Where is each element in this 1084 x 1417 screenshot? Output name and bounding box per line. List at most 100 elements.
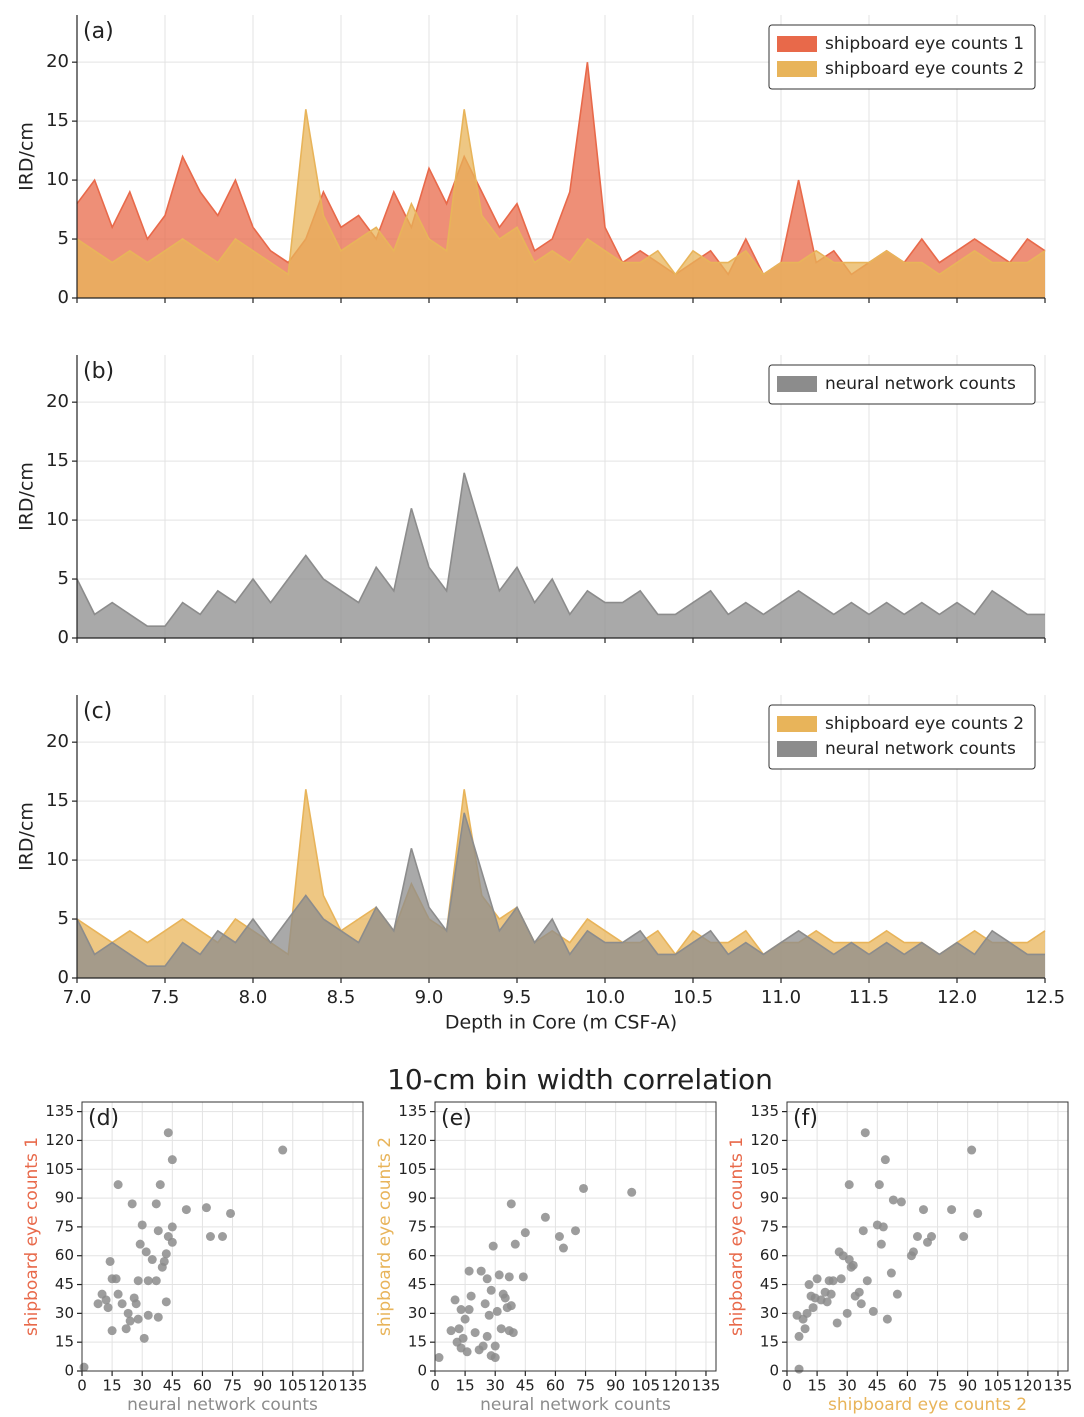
scatter-point	[540, 1212, 550, 1222]
scatter-point	[856, 1299, 866, 1309]
legend: shipboard eye counts 1 shipboard eye coun…	[768, 24, 1036, 90]
panel-label: (b)	[83, 359, 114, 384]
y-tick-label: 10	[46, 509, 69, 530]
scatter-point	[123, 1308, 133, 1318]
scatter-point	[462, 1347, 472, 1357]
legend-label: shipboard eye counts 2	[825, 714, 1024, 734]
y-tick-label: 60	[760, 1246, 779, 1264]
scatter-point	[927, 1232, 937, 1241]
legend-swatch	[777, 61, 817, 77]
x-tick-label: 15	[808, 1377, 827, 1395]
legend-swatch	[777, 376, 817, 392]
x-axis-label: shipboard eye counts 2	[828, 1395, 1027, 1415]
scatter-point	[804, 1280, 814, 1290]
scatter-point	[510, 1239, 520, 1249]
scatter-point	[139, 1333, 149, 1343]
scatter-point	[506, 1301, 516, 1311]
y-tick-label: 45	[760, 1275, 779, 1293]
y-tick-label: 135	[45, 1102, 74, 1120]
scatter-point	[482, 1274, 492, 1284]
x-axis-label: neural network counts	[480, 1395, 671, 1415]
scatter-point	[874, 1180, 884, 1190]
panel-label: (f)	[793, 1106, 818, 1131]
x-tick-label: 90	[958, 1377, 977, 1395]
x-tick-label: 45	[516, 1377, 535, 1395]
scatter-point	[858, 1226, 868, 1236]
scatter-point	[153, 1226, 163, 1236]
scatter-point	[482, 1331, 492, 1341]
scatter-point	[912, 1232, 922, 1241]
scatter-point	[113, 1180, 123, 1190]
scatter-point	[143, 1310, 153, 1320]
scatter-point	[278, 1145, 288, 1155]
scatter-point	[151, 1199, 161, 1209]
legend-label: neural network counts	[825, 739, 1016, 759]
area-line	[76, 812, 1045, 967]
scatter-point	[135, 1239, 145, 1249]
scatter-point	[967, 1145, 977, 1155]
y-axis-label: shipboard eye counts 1	[22, 1137, 42, 1336]
scatter-point	[151, 1276, 161, 1286]
x-tick-label: 11.0	[761, 987, 801, 1008]
scatter-point	[79, 1362, 89, 1372]
y-tick-label: 0	[58, 967, 69, 988]
x-tick-label: 30	[486, 1377, 505, 1395]
scatter-point	[131, 1299, 141, 1309]
x-tick-label: 7.5	[151, 987, 180, 1008]
scatter-point	[143, 1276, 153, 1286]
scatter-point	[828, 1276, 838, 1286]
scatter-point	[127, 1199, 137, 1209]
panel-label: (c)	[83, 699, 112, 724]
y-tick-label: 20	[46, 391, 69, 412]
y-tick-label: 0	[769, 1362, 779, 1380]
x-tick-label: 0	[77, 1377, 87, 1395]
x-tick-label: 0	[782, 1377, 792, 1395]
y-tick-label: 120	[750, 1131, 779, 1149]
scatter-point	[571, 1226, 580, 1236]
plot-frame	[434, 1101, 717, 1372]
x-tick-label: 75	[928, 1377, 947, 1395]
scatter-point	[888, 1195, 898, 1205]
scatter-point	[167, 1155, 177, 1165]
scatter-point	[860, 1128, 870, 1138]
legend-box	[768, 704, 1036, 770]
scatter-point	[508, 1328, 518, 1338]
legend-swatch	[777, 716, 817, 732]
scatter-point	[886, 1268, 896, 1278]
y-tick-label: 120	[45, 1131, 74, 1149]
scatter-point	[181, 1205, 191, 1215]
x-tick-label: 60	[898, 1377, 917, 1395]
scatter-point	[159, 1256, 169, 1266]
legend-box	[768, 24, 1036, 90]
y-tick-label: 75	[55, 1217, 74, 1235]
x-tick-label: 60	[193, 1377, 212, 1395]
scatter-point	[848, 1260, 858, 1270]
scatter-point	[105, 1256, 115, 1266]
scatter-point	[133, 1276, 143, 1286]
x-tick-label: 10.5	[673, 987, 713, 1008]
scatter-point	[470, 1328, 480, 1338]
y-axis-label: IRD/cm	[16, 802, 38, 871]
x-tick-label: 90	[606, 1377, 625, 1395]
x-tick-label: 8.5	[327, 987, 356, 1008]
scatter-point	[627, 1187, 637, 1197]
scatter-point	[434, 1353, 444, 1363]
y-tick-label: 5	[58, 908, 69, 929]
x-tick-label: 120	[662, 1377, 691, 1395]
scatter-point	[201, 1203, 211, 1213]
scatter-point	[959, 1232, 969, 1241]
scatter-point	[808, 1303, 818, 1313]
scatter-point	[520, 1228, 530, 1238]
scatter-point	[947, 1205, 957, 1215]
y-tick-label: 15	[46, 450, 69, 471]
y-tick-label: 120	[398, 1131, 427, 1149]
y-tick-label: 75	[408, 1217, 427, 1235]
x-tick-label: 105	[278, 1377, 307, 1395]
scatter-point	[450, 1295, 460, 1305]
scatter-point	[794, 1331, 804, 1341]
y-tick-label: 45	[55, 1275, 74, 1293]
scatter-point	[226, 1208, 236, 1218]
area	[77, 472, 1045, 638]
y-axis-label: shipboard eye counts 1	[727, 1137, 747, 1336]
